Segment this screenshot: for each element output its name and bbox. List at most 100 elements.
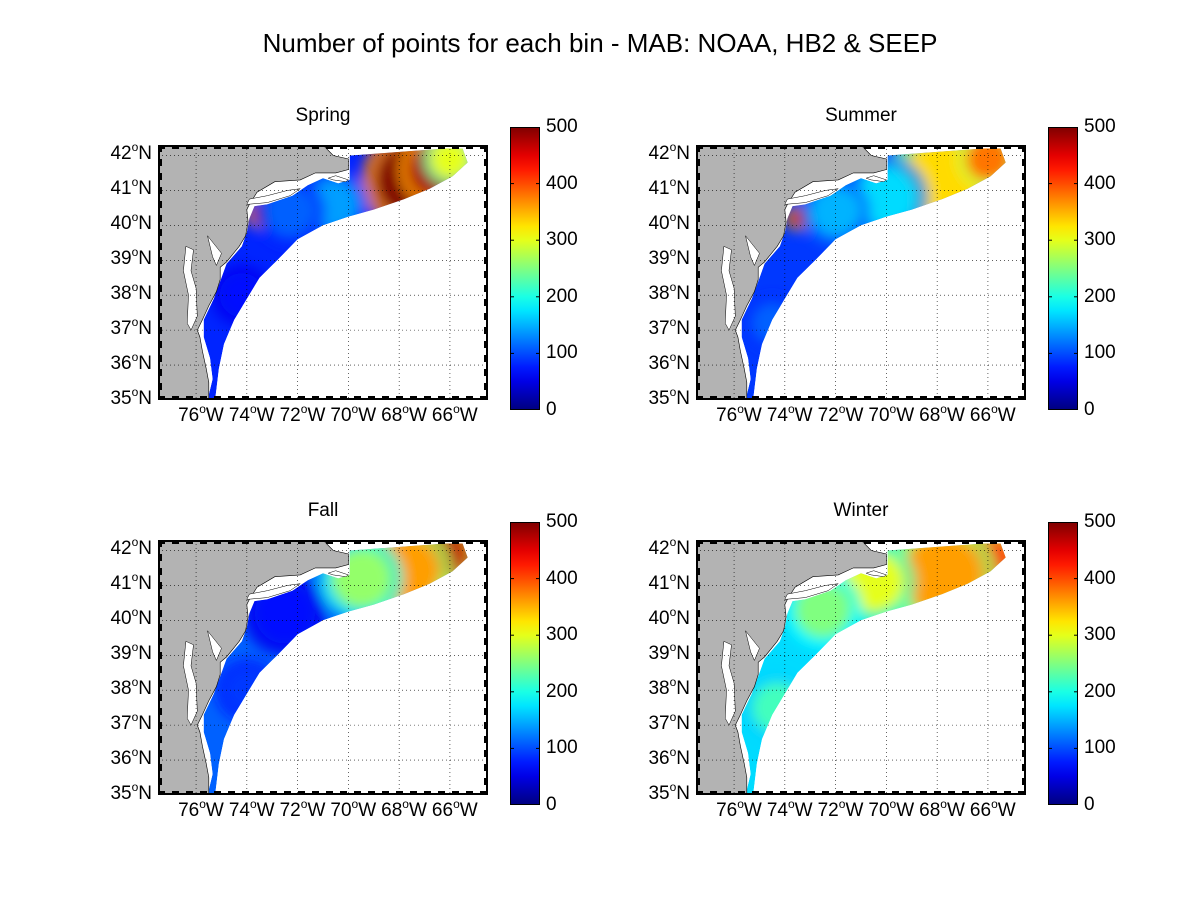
- colorbar-tick-label: 0: [546, 794, 557, 815]
- lon-tick-label: 70oW: [868, 402, 915, 426]
- colorbar-tick-label: 0: [546, 399, 557, 420]
- colorbar-tick-label: 300: [546, 624, 578, 646]
- colorbar-tick-label: 200: [1084, 285, 1116, 307]
- colorbar-tick-label: 0: [1084, 399, 1095, 420]
- grid-lines: [158, 540, 488, 795]
- colorbar-tick-label: 200: [1084, 680, 1116, 702]
- lat-tick-label: 38oN: [110, 280, 152, 305]
- lat-tick-label: 35oN: [648, 780, 690, 804]
- lat-tick-label: 36oN: [110, 745, 152, 770]
- lon-tick-label: 76oW: [178, 797, 224, 821]
- lat-tick-label: 35oN: [110, 385, 152, 409]
- colorbar-tick-label: 400: [1084, 172, 1116, 194]
- lat-tick-label: 40oN: [648, 605, 690, 630]
- lon-tick-label: 68oW: [381, 402, 427, 426]
- lon-tick-label: 72oW: [279, 402, 326, 426]
- lon-tick-label: 74oW: [766, 402, 813, 426]
- lat-tick-label: 35oN: [648, 385, 690, 409]
- colorbar-tick-label: 400: [546, 172, 578, 194]
- lat-tick-label: 42oN: [110, 140, 152, 165]
- colorbar-tick-label: 400: [1084, 567, 1116, 589]
- lon-tick-label: 68oW: [381, 797, 427, 821]
- lon-tick-label: 66oW: [431, 797, 478, 821]
- grid-lines: [696, 540, 1026, 795]
- lon-tick-label: 66oW: [969, 402, 1016, 426]
- lon-tick-label: 66oW: [431, 402, 478, 426]
- land-mass: [158, 145, 349, 400]
- lat-tick-label: 39oN: [110, 640, 152, 665]
- land-mass: [696, 540, 887, 795]
- colorbar-tick-label: 300: [546, 229, 578, 251]
- map-fall: [158, 540, 488, 795]
- colorbar-tick-label: 500: [546, 116, 578, 137]
- panel-title-fall: Fall: [307, 500, 339, 521]
- colorbar-tick-label: 0: [1084, 794, 1095, 815]
- lat-tick-label: 37oN: [110, 315, 152, 340]
- lon-tick-label: 74oW: [228, 797, 275, 821]
- colorbar-tick-label: 100: [546, 342, 578, 364]
- lon-tick-label: 76oW: [178, 402, 224, 426]
- lon-tick-label: 74oW: [228, 402, 275, 426]
- lat-tick-label: 37oN: [110, 710, 152, 735]
- lat-tick-label: 36oN: [648, 745, 690, 770]
- lat-tick-label: 37oN: [648, 710, 690, 735]
- lat-tick-label: 35oN: [110, 780, 152, 804]
- map-summer: [696, 145, 1026, 400]
- map-frame: [158, 145, 488, 400]
- panel-title-summer: Summer: [825, 105, 897, 126]
- lon-tick-label: 66oW: [969, 797, 1016, 821]
- lat-tick-label: 39oN: [648, 245, 690, 270]
- lat-tick-label: 39oN: [110, 245, 152, 270]
- grid-lines: [158, 145, 488, 400]
- colorbar: [1048, 522, 1078, 805]
- lat-tick-label: 41oN: [110, 175, 152, 200]
- lon-tick-label: 68oW: [919, 402, 965, 426]
- panel-title-spring: Spring: [295, 105, 351, 126]
- land-mass: [158, 540, 349, 795]
- lat-tick-label: 42oN: [648, 535, 690, 560]
- colorbar-tick-label: 500: [1084, 116, 1116, 137]
- lon-tick-label: 74oW: [766, 797, 813, 821]
- lon-tick-label: 68oW: [919, 797, 965, 821]
- lat-tick-label: 40oN: [110, 605, 152, 630]
- lon-tick-label: 72oW: [817, 402, 864, 426]
- panel-title-winter: Winter: [833, 500, 889, 521]
- colorbar-tick-label: 500: [546, 511, 578, 532]
- lat-tick-label: 37oN: [648, 315, 690, 340]
- map-winter: [696, 540, 1026, 795]
- lon-tick-label: 70oW: [330, 797, 377, 821]
- lat-tick-label: 41oN: [648, 570, 690, 595]
- colorbar-tick-label: 100: [546, 737, 578, 759]
- lon-tick-label: 72oW: [279, 797, 326, 821]
- colorbar-tick-label: 400: [546, 567, 578, 589]
- lat-tick-label: 38oN: [110, 675, 152, 700]
- lat-tick-label: 38oN: [648, 675, 690, 700]
- lat-tick-label: 41oN: [648, 175, 690, 200]
- lat-tick-label: 40oN: [648, 210, 690, 235]
- lon-tick-label: 72oW: [817, 797, 864, 821]
- colorbar-tick-label: 300: [1084, 229, 1116, 251]
- colorbar-tick-label: 200: [546, 680, 578, 702]
- colorbar: [510, 127, 540, 410]
- map-frame: [696, 145, 1026, 400]
- map-spring: [158, 145, 488, 400]
- figure-title: Number of points for each bin - MAB: NOA…: [262, 28, 938, 58]
- lat-tick-label: 38oN: [648, 280, 690, 305]
- colorbar: [1048, 127, 1078, 410]
- density-field: [203, 148, 468, 400]
- colorbar-tick-label: 300: [1084, 624, 1116, 646]
- lat-tick-label: 41oN: [110, 570, 152, 595]
- lon-tick-label: 76oW: [716, 797, 762, 821]
- colorbar-tick-label: 100: [1084, 342, 1116, 364]
- lat-tick-label: 42oN: [648, 140, 690, 165]
- colorbar: [510, 522, 540, 805]
- map-frame: [696, 540, 1026, 795]
- grid-lines: [696, 145, 1026, 400]
- lat-tick-label: 36oN: [110, 350, 152, 375]
- colorbar-tick-label: 200: [546, 285, 578, 307]
- lat-tick-label: 40oN: [110, 210, 152, 235]
- lon-tick-label: 70oW: [330, 402, 377, 426]
- lon-tick-label: 70oW: [868, 797, 915, 821]
- colorbar-tick-label: 100: [1084, 737, 1116, 759]
